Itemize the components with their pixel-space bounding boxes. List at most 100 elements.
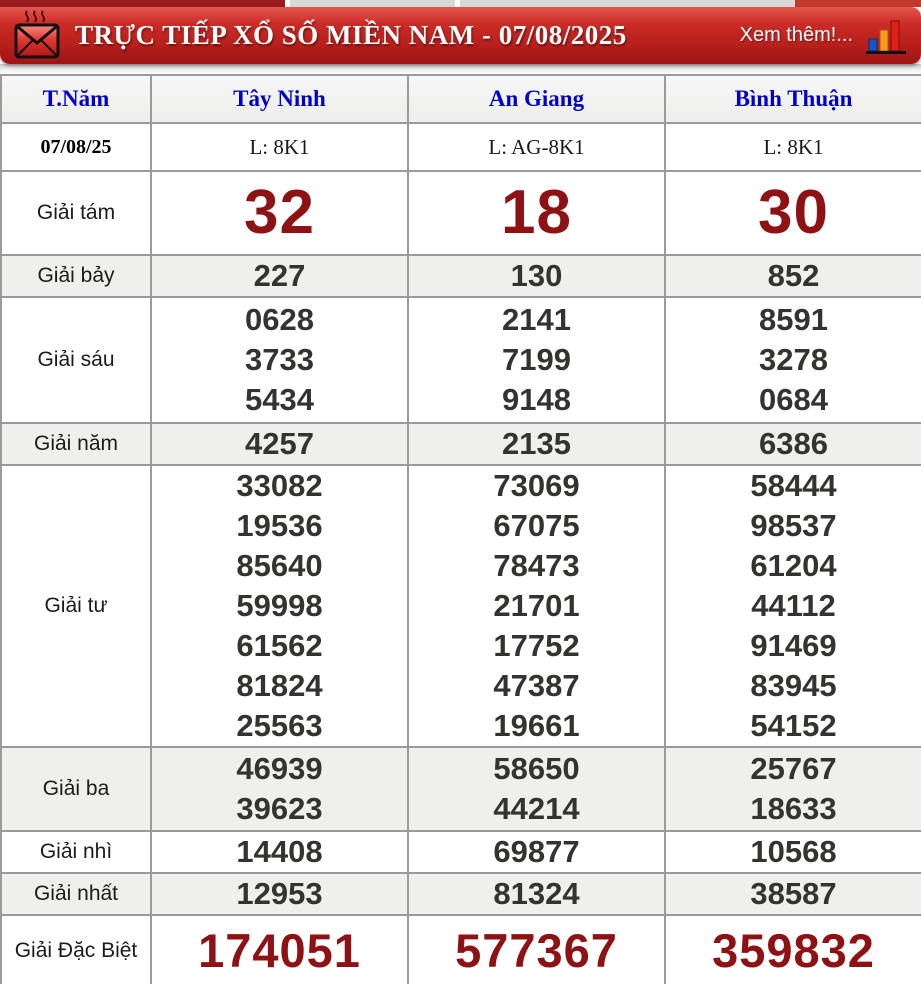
top-tab-active [0, 0, 285, 7]
prize-number: 33082 [236, 468, 323, 503]
prize-cell: 4257 [150, 422, 409, 466]
prize-label: Giải Đặc Biệt [0, 914, 152, 984]
prize-number: 81324 [493, 876, 580, 911]
prize-number: 577367 [455, 924, 618, 977]
prize-number: 44214 [493, 791, 580, 826]
prize-number: 21701 [493, 588, 580, 623]
column-header-1[interactable]: Tây Ninh [150, 74, 409, 124]
draw-code: L: AG-8K1 [407, 122, 666, 172]
prize-cell: 10568 [664, 830, 921, 874]
prize-label: Giải ba [0, 746, 152, 832]
see-more-link[interactable]: Xem thêm!... [739, 24, 853, 46]
prize-cell: 81324 [407, 872, 666, 916]
prize-number: 5434 [245, 382, 314, 417]
date-row: 07/08/25 L: 8K1 L: AG-8K1 L: 8K1 [0, 122, 921, 172]
prize-number: 852 [767, 258, 820, 293]
header-bar: TRỰC TIẾP XỔ SỐ MIỀN NAM - 07/08/2025 Xe… [0, 7, 921, 64]
prize-number: 54152 [750, 708, 837, 743]
prize-number: 359832 [712, 924, 875, 977]
results-table-head: T.Năm Tây Ninh An Giang Bình Thuận [0, 74, 921, 124]
prize-number: 25767 [750, 751, 837, 786]
draw-code: L: 8K1 [664, 122, 921, 172]
prize-row-1: Giải bảy 227 130 852 [0, 254, 921, 298]
column-header-0[interactable]: T.Năm [0, 74, 152, 124]
prize-number: 73069 [493, 468, 580, 503]
prize-label: Giải năm [0, 422, 152, 466]
prize-cell: 69877 [407, 830, 666, 874]
prize-cell: 46939 39623 [150, 746, 409, 832]
prize-cell: 130 [407, 254, 666, 298]
header-corner [795, 0, 921, 7]
prize-number: 14408 [236, 834, 323, 869]
prize-cell: 852 [664, 254, 921, 298]
prize-number: 46939 [236, 751, 323, 786]
prize-number: 130 [510, 258, 563, 293]
prize-label: Giải sáu [0, 296, 152, 424]
top-tab-strip [0, 0, 921, 7]
prize-number: 78473 [493, 548, 580, 583]
prize-row-5: Giải ba 46939 39623 58650 44214 25767 18633 [0, 746, 921, 832]
prize-number: 10568 [750, 834, 837, 869]
prize-label: Giải tư [0, 464, 152, 748]
envelope-icon [13, 9, 63, 62]
prize-cell: 174051 [150, 914, 409, 984]
top-tab-2 [460, 0, 795, 7]
prize-number: 69877 [493, 834, 580, 869]
bar-chart-icon[interactable] [865, 17, 907, 55]
prize-number: 59998 [236, 588, 323, 623]
prize-cell: 33082 19536 85640 59998 61562 81824 25563 [150, 464, 409, 748]
prize-row-2: Giải sáu 0628 3733 5434 2141 7199 9148 8591 3278… [0, 296, 921, 424]
prize-cell: 577367 [407, 914, 666, 984]
prize-number: 25563 [236, 708, 323, 743]
prize-number: 19536 [236, 508, 323, 543]
prize-cell: 8591 3278 0684 [664, 296, 921, 424]
prize-cell: 58444 98537 61204 44112 91469 83945 54152 [664, 464, 921, 748]
prize-number: 12953 [236, 876, 323, 911]
prize-number: 18 [501, 178, 572, 247]
prize-cell: 0628 3733 5434 [150, 296, 409, 424]
page-title: TRỰC TIẾP XỔ SỐ MIỀN NAM - 07/08/2025 [75, 20, 627, 50]
prize-row-7: Giải nhất 12953 81324 38587 [0, 872, 921, 916]
prize-cell: 30 [664, 170, 921, 256]
prize-label: Giải tám [0, 170, 152, 256]
prize-number: 91469 [750, 628, 837, 663]
column-header-2[interactable]: An Giang [407, 74, 666, 124]
prize-cell: 12953 [150, 872, 409, 916]
prize-number: 7199 [502, 342, 571, 377]
header-shadow-gap [0, 64, 921, 74]
prize-number: 85640 [236, 548, 323, 583]
prize-label: Giải nhất [0, 872, 152, 916]
prize-cell: 6386 [664, 422, 921, 466]
prize-number: 2141 [502, 302, 571, 337]
prize-number: 32 [244, 178, 315, 247]
prize-number: 98537 [750, 508, 837, 543]
prize-cell: 14408 [150, 830, 409, 874]
prize-number: 3278 [759, 342, 828, 377]
prize-number: 81824 [236, 668, 323, 703]
prize-number: 47387 [493, 668, 580, 703]
prize-cell: 227 [150, 254, 409, 298]
prize-number: 30 [758, 178, 829, 247]
prize-row-8: Giải Đặc Biệt 174051 577367 359832 [0, 914, 921, 984]
prize-label: Giải bảy [0, 254, 152, 298]
prize-number: 18633 [750, 791, 837, 826]
prize-number: 9148 [502, 382, 571, 417]
prize-number: 67075 [493, 508, 580, 543]
results-table: T.Năm Tây Ninh An Giang Bình Thuận 07/08/25… [0, 74, 921, 984]
prize-label: Giải nhì [0, 830, 152, 874]
prize-row-3: Giải năm 4257 2135 6386 [0, 422, 921, 466]
prize-row-0: Giải tám 32 18 30 [0, 170, 921, 256]
results-table-body: 07/08/25 L: 8K1 L: AG-8K1 L: 8K1 Giải tám 32 1… [0, 122, 921, 984]
prize-number: 174051 [198, 924, 361, 977]
prize-number: 61204 [750, 548, 837, 583]
prize-cell: 2141 7199 9148 [407, 296, 666, 424]
prize-cell: 73069 67075 78473 21701 17752 47387 19661 [407, 464, 666, 748]
prize-number: 17752 [493, 628, 580, 663]
prize-number: 58650 [493, 751, 580, 786]
prize-number: 2135 [502, 426, 571, 461]
prize-cell: 18 [407, 170, 666, 256]
draw-code: L: 8K1 [150, 122, 409, 172]
column-header-3[interactable]: Bình Thuận [664, 74, 921, 124]
prize-number: 38587 [750, 876, 837, 911]
